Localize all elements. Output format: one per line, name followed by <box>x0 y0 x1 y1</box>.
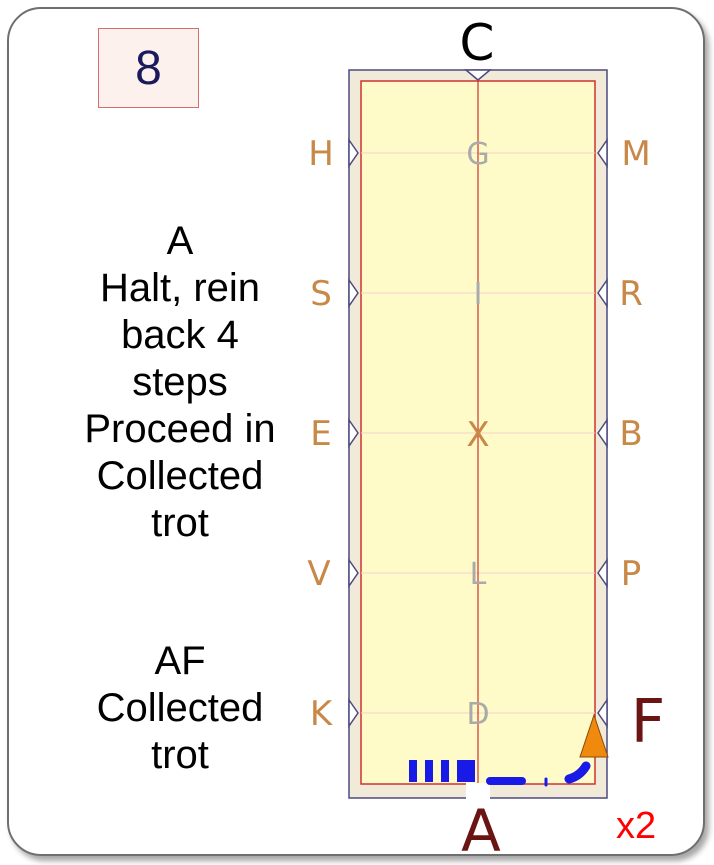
step-bar <box>425 760 433 782</box>
instruction-line: A <box>166 219 194 263</box>
path-curve <box>564 761 591 784</box>
repeat-label: x2 <box>616 805 657 847</box>
figure-number: 8 <box>98 28 199 108</box>
marker-notches <box>348 69 608 729</box>
marker-letter-e: E <box>310 414 331 454</box>
marker-letter-v: V <box>307 554 330 594</box>
instruction-line: back 4 <box>121 313 239 357</box>
marker-letter-a: A <box>461 797 501 865</box>
marker-letter-h: H <box>308 134 334 174</box>
rein-back-steps <box>409 760 475 782</box>
trot-path <box>486 761 591 787</box>
instruction-line: trot <box>151 501 209 545</box>
marker-letter-r: R <box>619 274 643 314</box>
marker-letter-c: C <box>460 14 495 72</box>
instruction-line: AF <box>154 639 206 683</box>
centerline-letter-l: L <box>470 557 487 592</box>
instruction-line: Collected <box>96 686 264 730</box>
marker-letter-m: M <box>621 134 650 174</box>
instruction-line: Proceed in <box>84 407 276 451</box>
step-bar <box>409 760 417 782</box>
marker-letter-k: K <box>310 694 334 734</box>
instruction-line: trot <box>151 733 209 777</box>
entrance-gap <box>466 783 490 799</box>
marker-letter-p: P <box>621 554 642 594</box>
marker-letter-f: F <box>631 687 666 757</box>
instruction-block-2: AF Collected trot <box>30 638 330 779</box>
step-bar <box>457 760 475 782</box>
step-bar <box>441 760 449 782</box>
marker-letter-s: S <box>310 274 332 314</box>
instruction-line: Halt, rein <box>99 266 261 310</box>
instruction-line: steps <box>132 360 228 404</box>
instruction-block-1: A Halt, rein back 4 steps Proceed in Col… <box>30 218 330 547</box>
direction-triangle-icon <box>579 713 609 758</box>
centerline-letter-d: D <box>466 697 489 732</box>
instruction-line: Collected <box>96 454 264 498</box>
centerline-letter-i: I <box>474 277 483 312</box>
centerline-letter-g: G <box>466 137 489 172</box>
marker-letter-b: B <box>619 414 642 454</box>
centerline-letter-x: X <box>466 415 489 455</box>
